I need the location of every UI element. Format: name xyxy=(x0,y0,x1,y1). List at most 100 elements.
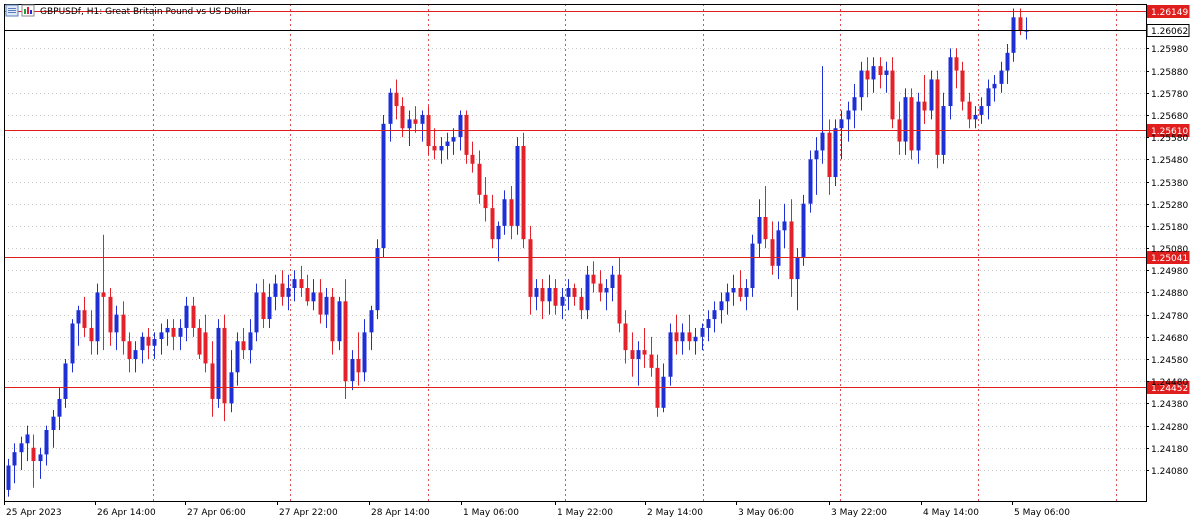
candle-body xyxy=(890,70,895,120)
candle-body xyxy=(51,416,56,430)
candle-body xyxy=(19,443,24,453)
candle-body xyxy=(63,363,68,399)
x-tick-label: 28 Apr 14:00 xyxy=(371,508,430,518)
candle xyxy=(623,310,628,364)
candle xyxy=(133,341,138,373)
candle-body xyxy=(833,128,838,178)
horizontal-level-line[interactable]: 1.25610 xyxy=(4,124,1190,138)
candle xyxy=(388,88,393,142)
candle-body xyxy=(528,239,533,297)
candle-body xyxy=(1024,30,1029,32)
candle-body xyxy=(712,310,717,320)
horizontal-level-line[interactable]: 1.26149 xyxy=(4,5,1190,19)
candle-body xyxy=(25,434,30,444)
chart-menu-icon[interactable] xyxy=(5,4,19,17)
candle xyxy=(350,350,355,391)
candle xyxy=(540,279,545,320)
candle-body xyxy=(38,454,43,462)
y-tick-label: 1.25080 xyxy=(1151,245,1188,255)
price-label: 1.26062 xyxy=(1146,24,1190,37)
candle-body xyxy=(458,114,463,138)
price-label-text: 1.26062 xyxy=(1151,27,1188,37)
candle xyxy=(311,279,316,311)
candle-body xyxy=(540,288,545,302)
candle xyxy=(152,332,157,359)
y-tick-label: 1.24780 xyxy=(1151,312,1188,322)
candle xyxy=(159,323,164,355)
candle-body xyxy=(763,217,768,240)
candle-body xyxy=(89,327,94,342)
candle-body xyxy=(375,248,380,311)
candle xyxy=(477,150,482,204)
chart-header: GBPUSDf, H1: Great Britain Pound vs US D… xyxy=(5,4,251,17)
candle xyxy=(521,132,526,249)
candle-body xyxy=(121,314,126,342)
candle xyxy=(680,323,685,355)
y-tick-label: 1.25680 xyxy=(1151,112,1188,122)
candle xyxy=(38,447,43,479)
candle-body xyxy=(509,199,514,226)
candle-body xyxy=(1011,17,1016,53)
candle-body xyxy=(1018,17,1023,31)
candle xyxy=(12,443,17,484)
candle xyxy=(941,92,946,164)
y-tick-label: 1.24680 xyxy=(1151,334,1188,344)
candle-body xyxy=(254,292,259,333)
y-tick-label: 1.25980 xyxy=(1151,45,1188,55)
candle xyxy=(63,359,68,408)
candle xyxy=(610,265,615,302)
current-price-line[interactable]: 1.26062 xyxy=(4,24,1190,38)
axes: 1.25980 1.25880 1.25780 1.25680 1.25580 1.254… xyxy=(4,4,1188,518)
candle xyxy=(432,128,437,160)
candle xyxy=(649,336,654,377)
candle-body xyxy=(299,279,304,288)
candle-body xyxy=(152,339,157,346)
y-tick-label: 1.24980 xyxy=(1151,267,1188,277)
candle xyxy=(687,314,692,351)
candle xyxy=(909,88,914,160)
candle xyxy=(191,296,196,337)
horizontal-lines[interactable]: 1.26149 1.25610 1.25041 1.24452 1.26062 xyxy=(4,5,1190,395)
candle xyxy=(712,301,717,333)
candle-body xyxy=(929,79,934,111)
candle xyxy=(184,296,189,342)
candle xyxy=(878,57,883,89)
horizontal-level-line[interactable]: 1.24452 xyxy=(4,381,1190,395)
candle xyxy=(967,92,972,129)
candle xyxy=(6,458,11,497)
candle xyxy=(280,270,285,306)
candle-body xyxy=(248,332,253,351)
horizontal-level-line[interactable]: 1.25041 xyxy=(4,251,1190,265)
candle-body xyxy=(839,119,844,129)
candle xyxy=(738,270,743,302)
candle-body xyxy=(496,225,501,240)
candle-body xyxy=(369,310,374,333)
candle xyxy=(420,110,425,142)
candle xyxy=(814,137,819,195)
candle-body xyxy=(470,154,475,164)
candle xyxy=(897,101,902,155)
candle-body xyxy=(407,119,412,129)
candle xyxy=(833,119,838,186)
candle-body xyxy=(114,314,119,333)
chart-type-icon[interactable] xyxy=(21,4,35,17)
candle-body xyxy=(808,159,813,204)
candle xyxy=(235,332,240,386)
candle xyxy=(827,119,832,195)
candle-body xyxy=(948,57,953,107)
candle-body xyxy=(617,274,622,324)
candle xyxy=(318,279,323,324)
candle xyxy=(973,106,978,129)
candle xyxy=(916,92,921,164)
candle-body xyxy=(267,296,272,320)
candle xyxy=(82,296,87,337)
candle xyxy=(140,332,145,364)
candle-body xyxy=(350,359,355,382)
candle-body xyxy=(108,296,113,333)
candle-body xyxy=(935,79,940,155)
candle-body xyxy=(477,163,482,195)
candle-body xyxy=(693,336,698,342)
candle-body xyxy=(184,305,189,328)
candle-body xyxy=(343,301,348,382)
